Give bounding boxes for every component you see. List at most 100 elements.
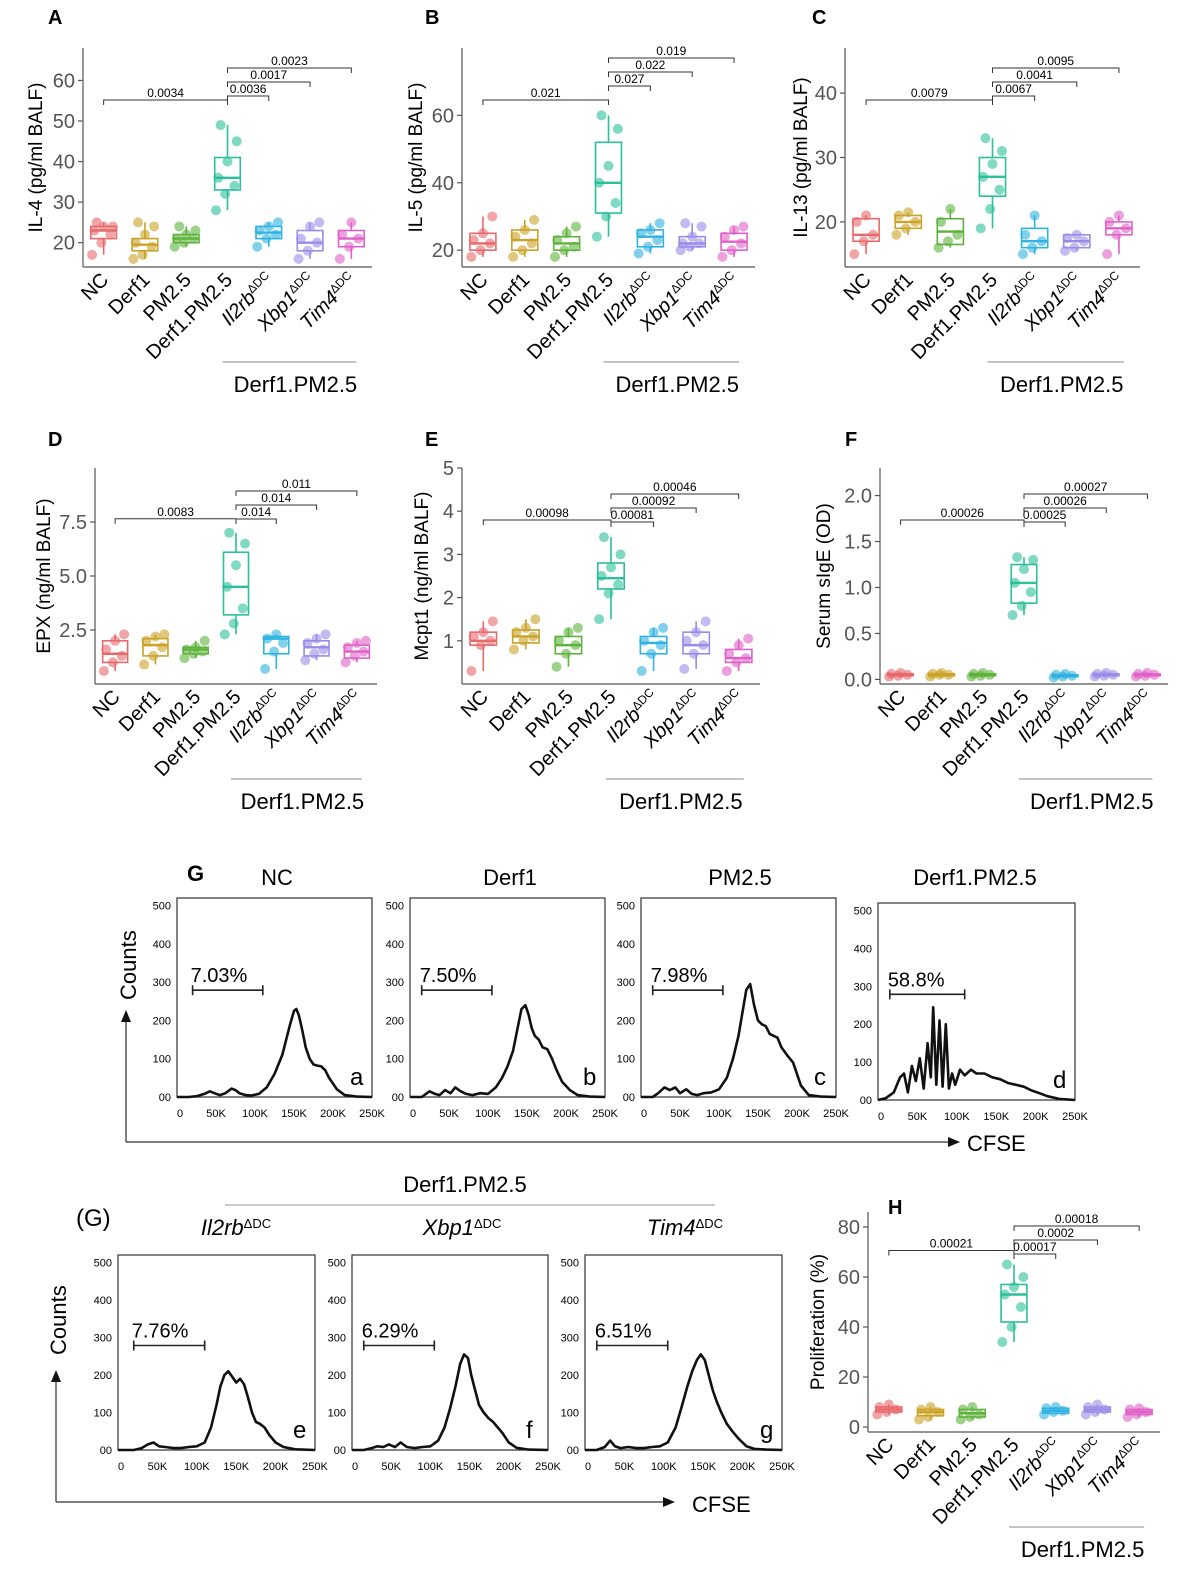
data-point <box>1016 600 1027 611</box>
y-tick-label: 00 <box>334 1445 346 1457</box>
data-point <box>475 245 486 256</box>
data-point <box>181 644 192 655</box>
data-point <box>517 245 528 256</box>
significance-bracket: 0.00026 <box>900 506 1025 525</box>
box-Il2rb <box>1048 668 1079 683</box>
box-PM2.5 <box>551 622 583 672</box>
data-point <box>996 146 1007 157</box>
data-point <box>98 666 109 677</box>
data-point <box>231 560 241 571</box>
data-point <box>886 668 897 679</box>
y-axis-title: Proliferation (%) <box>808 1254 829 1390</box>
y-tick-label: 2.5 <box>59 620 87 642</box>
p-value-label: 0.014 <box>241 505 271 519</box>
y-tick-label: 100 <box>854 1057 872 1069</box>
bracket-line <box>235 490 358 496</box>
significance-bracket: 0.0041 <box>992 68 1078 87</box>
p-value-label: 0.0036 <box>230 82 267 96</box>
data-point <box>688 648 699 659</box>
p-value-label: 0.011 <box>282 477 311 491</box>
data-point <box>190 225 201 236</box>
data-point <box>975 223 986 234</box>
x-tick-label: 100K <box>418 1461 444 1473</box>
data-point <box>1015 1302 1026 1312</box>
data-point <box>96 237 107 248</box>
data-point <box>1080 1409 1091 1420</box>
data-point <box>680 218 691 229</box>
y-tick-label: 30 <box>815 148 837 170</box>
x-tick-label: 100K <box>475 1108 501 1120</box>
panel-letter: E <box>425 429 438 451</box>
data-point <box>171 233 182 244</box>
data-point <box>110 635 121 646</box>
y-tick-label: 300 <box>94 1333 112 1345</box>
box-Derf1.PM2.5 <box>591 110 623 242</box>
data-point <box>487 211 498 222</box>
bracket-line <box>103 99 228 105</box>
data-point <box>273 217 284 228</box>
x-tick-label: 150K <box>281 1108 307 1120</box>
data-point <box>254 225 265 236</box>
data-point <box>639 635 650 646</box>
panel-letter: D <box>48 429 62 451</box>
data-point <box>726 245 737 256</box>
data-point <box>743 633 754 644</box>
data-point <box>603 588 614 599</box>
data-point <box>508 644 519 655</box>
data-point <box>943 236 954 247</box>
x-tick-label: 0 <box>177 1108 183 1120</box>
gate-marker <box>596 1340 669 1351</box>
data-point <box>101 644 112 655</box>
box-Il2rb <box>1039 1402 1070 1420</box>
data-point <box>337 229 348 240</box>
data-point <box>955 1414 966 1425</box>
data-point <box>1102 249 1113 260</box>
bracket-line <box>227 81 311 87</box>
box-NC <box>98 629 130 677</box>
histogram-title: Derf1 <box>483 865 537 890</box>
y-tick-label: 100 <box>328 1408 346 1420</box>
data-point <box>239 538 250 549</box>
data-point <box>485 635 496 646</box>
x-tick-label: 0 <box>352 1461 358 1473</box>
plot-frame <box>584 1254 783 1451</box>
data-point <box>1009 577 1020 588</box>
box-Tim4 <box>717 221 749 262</box>
x-tick-label: 150K <box>690 1461 716 1473</box>
data-point <box>601 211 612 222</box>
data-point <box>596 110 607 121</box>
panel-letter: B <box>425 7 439 29</box>
data-point <box>215 120 226 131</box>
y-tick-label: 300 <box>854 981 872 993</box>
data-point <box>1113 210 1124 221</box>
data-point <box>891 229 902 240</box>
data-point <box>510 231 521 242</box>
significance-bracket: 0.0083 <box>114 505 237 524</box>
data-point <box>519 224 530 235</box>
data-point <box>1012 552 1023 563</box>
data-point <box>568 241 579 252</box>
data-point <box>980 133 991 144</box>
y-tick-label: 4 <box>443 501 454 523</box>
significance-bracket: 0.019 <box>608 44 735 63</box>
histogram-curve <box>641 982 837 1099</box>
box-Tim4 <box>334 217 365 264</box>
x-tick-label: 200K <box>553 1108 579 1120</box>
gate-percentage: 58.8% <box>888 969 945 991</box>
data-point <box>213 172 224 183</box>
data-point <box>137 249 148 260</box>
box-Derf1.PM2.5 <box>219 527 250 640</box>
bracket-line <box>900 519 1025 525</box>
data-point <box>698 640 709 651</box>
histogram-title: Derf1.PM2.5 <box>913 865 1037 890</box>
y-tick-label: 1 <box>443 631 454 653</box>
data-point <box>936 667 947 678</box>
data-point <box>603 160 614 171</box>
bracket-line <box>888 1250 1015 1256</box>
y-tick-label: 500 <box>617 901 635 913</box>
y-tick-label: 1.5 <box>844 532 872 554</box>
bracket-line <box>1023 493 1148 499</box>
